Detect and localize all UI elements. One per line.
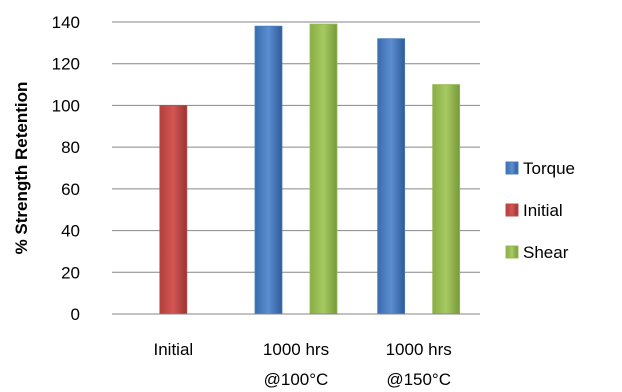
legend-swatch-initial — [505, 203, 519, 217]
y-axis-title: % Strength Retention — [12, 82, 31, 255]
y-tick-label: 0 — [71, 305, 80, 324]
bars — [159, 23, 461, 315]
x-tick-label: 1000 hrs — [386, 340, 452, 359]
bar-shear-1 — [309, 23, 338, 315]
legend-label-shear: Shear — [523, 243, 569, 262]
legend-label-initial: Initial — [523, 201, 563, 220]
y-tick-label: 100 — [52, 96, 80, 115]
x-tick-label: @150°C — [386, 370, 451, 389]
y-tick-label: 120 — [52, 55, 80, 74]
y-tick-label: 60 — [61, 180, 80, 199]
bar-torque-1 — [254, 25, 283, 315]
y-tick-label: 140 — [52, 13, 80, 32]
x-tick-label: @100°C — [264, 370, 329, 389]
legend-swatch-shear — [505, 245, 519, 259]
y-tick-label: 40 — [61, 222, 80, 241]
bar-initial-0 — [159, 105, 188, 315]
y-tick-labels: 0 20 40 60 80 100 120 140 — [52, 13, 80, 324]
legend-swatch-torque — [505, 161, 519, 175]
legend: Torque Initial Shear — [505, 159, 575, 262]
y-tick-label: 20 — [61, 263, 80, 282]
bar-torque-2 — [377, 38, 406, 315]
x-tick-label: 1000 hrs — [263, 340, 329, 359]
x-tick-labels: Initial 1000 hrs @100°C 1000 hrs @150°C — [153, 340, 451, 389]
legend-label-torque: Torque — [523, 159, 575, 178]
x-tick-label: Initial — [153, 340, 193, 359]
bar-shear-2 — [432, 84, 461, 315]
y-tick-label: 80 — [61, 138, 80, 157]
